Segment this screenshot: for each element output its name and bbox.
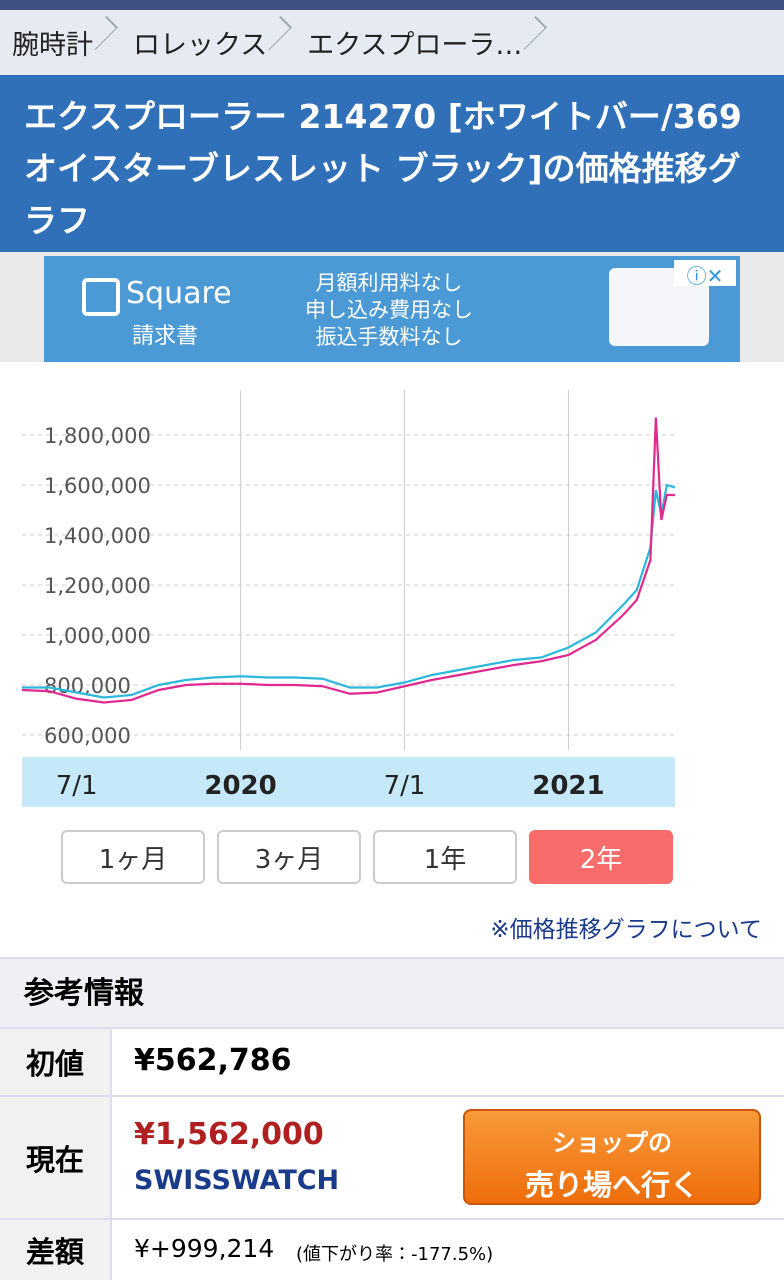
x-axis-band — [22, 757, 675, 807]
row-note: (値下がり率：-177.5%) — [296, 1244, 494, 1265]
shop-button-text: ショップの — [552, 1129, 672, 1157]
chart: 600,000800,0001,000,0001,200,0001,400,00… — [21, 390, 676, 807]
row-value: ¥1,562,000 — [134, 1117, 324, 1152]
info-row: 初値 ¥562,786 — [0, 1027, 784, 1095]
row-label: 差額 — [0, 1220, 112, 1280]
row-label: 現在 — [0, 1097, 112, 1218]
period-button[interactable]: 3ヶ月 — [217, 830, 361, 884]
y-tick-label: 1,000,000 — [44, 624, 151, 648]
ad-product: 請求書 — [132, 324, 199, 349]
about-link[interactable]: ※価格推移グラフについて — [490, 917, 762, 943]
row-value: ¥+999,214 — [134, 1234, 275, 1263]
period-button[interactable]: 2年 — [529, 830, 673, 884]
y-tick-label: 1,600,000 — [44, 474, 151, 498]
ad[interactable]: Square 請求書 月額利用料なし 申し込み費用なし 振込手数料なし ⓘ✕ — [44, 256, 740, 362]
ad-close[interactable]: ⓘ✕ — [674, 260, 736, 288]
shop-button-text: 売り場へ行く — [524, 1168, 699, 1202]
top-bar — [0, 0, 784, 10]
period-button[interactable]: 1ヶ月 — [61, 830, 205, 884]
ad-brand: Square — [126, 276, 232, 311]
x-tick-label: 2020 — [204, 771, 276, 801]
ad-lines: 月額利用料なし 申し込み費用なし 振込手数料なし — [299, 270, 479, 351]
y-tick-label: 1,200,000 — [44, 574, 151, 598]
section-title: 参考情報 — [0, 957, 784, 1027]
period-button[interactable]: 1年 — [373, 830, 517, 884]
x-tick-label: 2021 — [532, 771, 604, 801]
ad-line: 振込手数料なし — [315, 325, 463, 349]
breadcrumb: 腕時計 ロレックス エクスプローラ… — [0, 10, 784, 75]
crumb[interactable]: エクスプローラ… — [295, 23, 550, 62]
price-line — [21, 417, 675, 704]
info-row: 現在 ¥1,562,000 SWISSWATCH ショップの 売り場へ行く — [0, 1095, 784, 1218]
row-label: 初値 — [0, 1029, 112, 1095]
shop-name[interactable]: SWISSWATCH — [134, 1165, 340, 1196]
x-tick-label: 7/1 — [56, 771, 98, 801]
x-tick-label: 7/1 — [384, 771, 426, 801]
row-value: ¥562,786 — [134, 1043, 292, 1078]
shop-button[interactable]: ショップの 売り場へ行く — [463, 1109, 761, 1205]
page-title: エクスプローラー 214270 [ホワイトバー/369 オイスターブレスレット … — [0, 75, 784, 252]
ad-line: 申し込み費用なし — [305, 298, 473, 322]
ad-line: 月額利用料なし — [315, 271, 463, 295]
y-tick-label: 600,000 — [44, 724, 131, 748]
y-tick-label: 1,800,000 — [44, 424, 151, 448]
info-row: 差額 ¥+999,214 (値下がり率：-177.5%) — [0, 1218, 784, 1280]
price-line — [22, 483, 676, 699]
crumb[interactable]: 腕時計 — [0, 23, 121, 62]
y-tick-label: 1,400,000 — [44, 524, 151, 548]
ad-logo — [82, 278, 120, 316]
crumb[interactable]: ロレックス — [121, 23, 295, 62]
